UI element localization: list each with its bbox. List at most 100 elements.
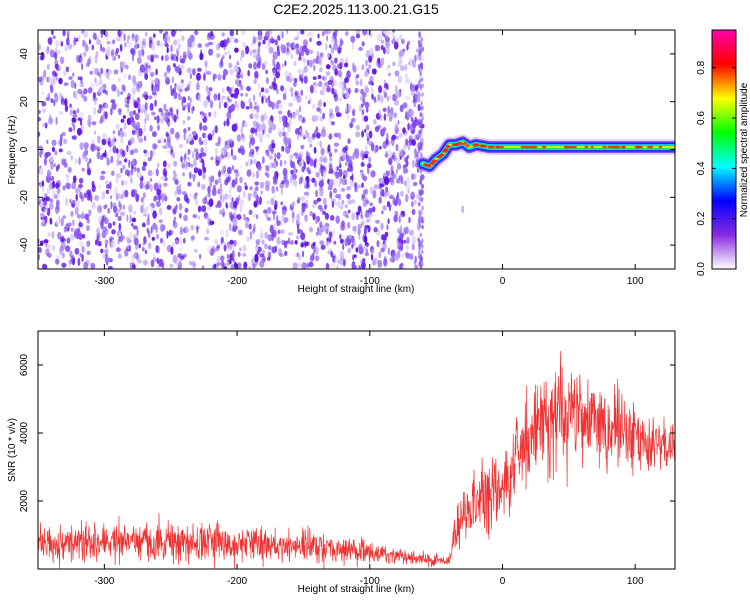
spectrogram-noise-speckle [380, 222, 384, 230]
spectrogram-noise-speckle [418, 64, 422, 69]
spectrogram-noise-speckle [175, 131, 180, 140]
spectrogram-noise-speckle [318, 180, 324, 188]
spectrogram-noise-speckle [70, 210, 74, 217]
spectrogram-noise-speckle [78, 222, 83, 228]
spectrogram-noise-speckle [418, 261, 421, 266]
spectrogram-noise-speckle [344, 223, 347, 232]
signal-track-peak [590, 145, 594, 149]
spectrogram-noise-speckle [306, 180, 310, 189]
spectrogram-noise-speckle [54, 63, 59, 70]
spectrogram-noise-speckle [100, 43, 103, 52]
spectrogram-noise-speckle [259, 196, 262, 205]
spectrogram-noise-speckle [325, 242, 330, 248]
spectrogram-noise-speckle [411, 208, 416, 215]
spectrogram-noise-speckle [261, 120, 265, 127]
spectrogram-noise-speckle [303, 75, 308, 84]
spectrogram-noise-speckle [418, 202, 421, 207]
spectrogram-noise-speckle [344, 92, 350, 99]
spectrogram-noise-speckle [53, 99, 56, 107]
spectrogram-noise-speckle [361, 172, 365, 180]
spectrogram-noise-speckle [79, 111, 84, 120]
spectrogram-noise-speckle [268, 144, 271, 153]
spectrogram-noise-speckle [272, 160, 277, 168]
spectrogram-noise-speckle [173, 91, 178, 100]
spectrogram-noise-speckle [293, 77, 297, 83]
spectrogram-noise-speckle [133, 166, 137, 172]
spectrogram-noise-speckle [137, 49, 143, 58]
spectrogram-noise-speckle [117, 130, 121, 137]
spectrogram-noise-speckle [67, 222, 72, 227]
spectrogram-noise-speckle [373, 96, 377, 102]
spectrogram-noise-speckle [97, 108, 102, 114]
spectrogram-noise-speckle [278, 131, 284, 137]
spectrogram-noise-speckle [89, 70, 93, 75]
spectrogram-noise-speckle [391, 38, 397, 45]
spectrogram-noise-speckle [370, 249, 375, 254]
spectrogram-noise-speckle [178, 43, 181, 50]
spectrogram-noise-speckle [55, 182, 60, 189]
spectrogram-noise-speckle [113, 69, 119, 75]
spectrogram-noise-speckle [407, 40, 411, 46]
spectrogram-noise-speckle [355, 211, 361, 216]
spectrogram-noise-speckle [355, 30, 361, 35]
spectrogram-noise-speckle [418, 247, 421, 252]
spectrogram-noise-speckle [342, 152, 346, 160]
spectrogram-noise-speckle [116, 153, 122, 159]
spectrogram-noise-speckle [333, 132, 339, 138]
spectrogram-noise-speckle [107, 265, 113, 269]
spectrogram-noise-speckle [345, 214, 349, 219]
spectrogram-noise-speckle [122, 73, 127, 79]
spectrogram-noise-speckle [296, 49, 300, 55]
spectrogram-noise-speckle [372, 189, 377, 199]
spectrogram-noise-speckle [38, 76, 43, 83]
spectrogram-noise-speckle [368, 140, 374, 147]
spectrogram-noise-speckle [349, 175, 354, 180]
spectrogram-noise-speckle [202, 265, 205, 269]
spectrogram-y-tick-label: -20 [19, 190, 30, 205]
spectrogram-noise-speckle [176, 38, 181, 43]
spectrogram-noise-speckle [133, 101, 139, 109]
spectrogram-noise-speckle [150, 226, 153, 234]
spectrogram-noise-speckle [365, 199, 370, 205]
spectrogram-noise-speckle [273, 77, 276, 84]
colorbar-tick-label: 0.8 [696, 60, 707, 74]
spectrogram-noise-speckle [112, 39, 116, 45]
spectrogram-noise-speckle [327, 182, 333, 190]
spectrogram-noise-speckle [421, 249, 424, 255]
spectrogram-noise-speckle [180, 58, 186, 64]
spectrogram-noise-speckle [316, 107, 321, 112]
spectrogram-noise-speckle [204, 195, 207, 201]
spectrogram-noise-speckle [364, 245, 368, 250]
spectrogram-noise-speckle [146, 227, 149, 234]
spectrogram-noise-speckle [153, 54, 159, 59]
spectrogram-noise-speckle [297, 114, 302, 122]
signal-track-peak [607, 145, 613, 149]
snr-frame [37, 330, 676, 570]
spectrogram-noise-speckle [240, 55, 243, 63]
spectrogram-noise-speckle [208, 41, 214, 46]
spectrogram-noise-speckle [405, 78, 410, 84]
spectrogram-noise-speckle [420, 152, 423, 157]
spectrogram-noise-speckle [421, 238, 424, 243]
spectrogram-noise-speckle [109, 181, 112, 190]
spectrogram-noise-speckle [220, 255, 225, 261]
spectrogram-noise-speckle [226, 118, 230, 127]
spectrogram-noise-speckle [192, 68, 196, 76]
spectrogram-noise-speckle [315, 171, 320, 178]
spectrogram-noise-speckle [264, 212, 269, 219]
spectrogram-noise-speckle [368, 64, 372, 69]
spectrogram-noise-speckle [264, 231, 269, 239]
spectrogram-noise-speckle [358, 105, 363, 112]
spectrogram-noise-speckle [131, 253, 134, 262]
spectrogram-noise-speckle [304, 129, 308, 135]
spectrogram-noise-speckle [236, 185, 242, 193]
spectrogram-noise-speckle [144, 31, 148, 37]
spectrogram-noise-speckle [96, 232, 101, 239]
spectrogram-noise-speckle [94, 77, 97, 83]
spectrogram-noise-speckle [261, 96, 264, 104]
spectrogram-noise-speckle [128, 74, 131, 81]
spectrogram-noise-speckle [266, 133, 270, 138]
spectrogram-noise-speckle [97, 205, 103, 214]
